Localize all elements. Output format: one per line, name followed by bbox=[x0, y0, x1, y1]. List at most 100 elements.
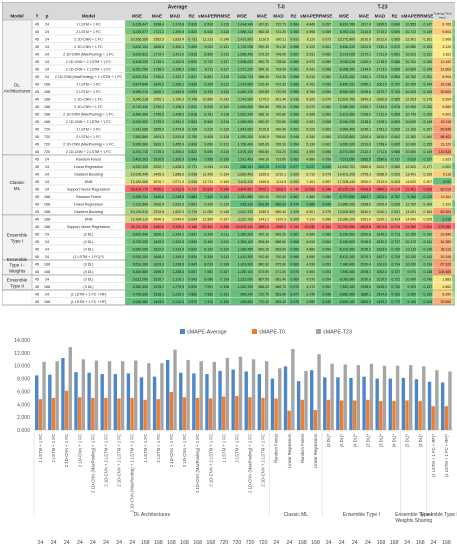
cell-value: 0.164 bbox=[423, 202, 432, 206]
cell-value: 0.045 bbox=[322, 300, 331, 304]
cell-p: 24 bbox=[45, 157, 49, 161]
cell-model: 2 1D-CNN (MaxPooling) + 1 FC bbox=[63, 142, 114, 146]
cell-p: 168 bbox=[44, 195, 50, 199]
cell-p: 168 bbox=[44, 97, 50, 101]
cell-value: 1611.6 bbox=[377, 262, 387, 266]
cell-value: 0.150 bbox=[423, 112, 432, 116]
cell-value: 5.130 bbox=[306, 142, 315, 146]
cell-value: 984.60 bbox=[258, 105, 269, 109]
group-cell bbox=[2, 214, 33, 261]
x-category-label: 2 1D-CNN (MaxPooling) + 1 LSTM + 1 FC bbox=[130, 434, 135, 512]
cell-value: 1,232.0 bbox=[173, 292, 185, 296]
cell-value: 1772.4 bbox=[153, 52, 164, 56]
table-row: 45 168 (3 DL) 5,531,200 1603.3 1,298.6 0.845 8.… bbox=[31, 259, 455, 268]
cell-value: 13,600,800 bbox=[338, 210, 356, 214]
cell-value: 12.660 bbox=[304, 187, 315, 191]
cell-value: 0.565 bbox=[391, 165, 400, 169]
cell-value: 1695.5 bbox=[376, 22, 387, 26]
column-header: sMAPE bbox=[401, 14, 417, 19]
cell-value: 930.11 bbox=[276, 37, 286, 41]
cell-value: 0.176 bbox=[423, 97, 432, 101]
cell-value: 1,345.6 bbox=[173, 90, 185, 94]
cell-value: 10.980 bbox=[405, 45, 416, 49]
x-category-label: 2 1D-CNN + 1 FC bbox=[64, 434, 69, 467]
cell-f: 45 bbox=[35, 82, 39, 86]
bar bbox=[231, 369, 235, 430]
bar bbox=[113, 374, 117, 430]
cell-model: KNN bbox=[85, 217, 93, 221]
cell-value: 1760.0 bbox=[153, 75, 164, 79]
table-row: 45 168 2 LSTM + 1 FC 5,980,210 1660.7 1,345.6… bbox=[31, 87, 455, 96]
cell-value: 0.822 bbox=[188, 150, 197, 154]
cell-value: 0.151 bbox=[423, 75, 432, 79]
cell-value: 0.403 bbox=[391, 180, 400, 184]
column-header: Model bbox=[82, 14, 95, 19]
cell-value: 2162.1 bbox=[360, 75, 371, 79]
cell-p: 168 bbox=[44, 202, 50, 206]
x-p-label: 168 bbox=[390, 540, 399, 546]
cell-f: 45 bbox=[35, 67, 39, 71]
cell-f: 45 bbox=[35, 127, 39, 131]
cell-value: 14.820 bbox=[405, 180, 416, 184]
cell-value: 2158.0 bbox=[360, 112, 371, 116]
cell-value: 0.836 bbox=[188, 82, 197, 86]
cell-value: 14,401,200 bbox=[338, 172, 356, 176]
cell-value: 0.056 bbox=[322, 90, 331, 94]
cell-p: 168 bbox=[44, 82, 50, 86]
cell-value: 5,380,400 bbox=[133, 285, 149, 289]
cell-value: 8.711 bbox=[205, 67, 214, 71]
cell-value: 0.978 bbox=[290, 300, 299, 304]
cell-value: 12,620,701 bbox=[338, 165, 356, 169]
table-row: 45 168 2 1D-CNN (MaxPooling) + 1 FC 6,480,9… bbox=[31, 109, 455, 118]
cell-value: 1,288.3 bbox=[173, 270, 185, 274]
cell-value: 5.031 bbox=[306, 52, 315, 56]
cell-value: 733.80 bbox=[275, 157, 286, 161]
table-row: 45 168 KNN 12,904,110 2640.3 2,044.0 0.644 12.5… bbox=[31, 214, 455, 223]
cell-value: 2551.3 bbox=[258, 225, 269, 229]
cell-value: 10.250 bbox=[405, 232, 416, 236]
cell-value: 1595.0 bbox=[376, 285, 387, 289]
cell-p: 24 bbox=[45, 232, 49, 236]
x-category-label: Linear Regression bbox=[313, 433, 318, 468]
cell-value: 1622.0 bbox=[153, 247, 164, 251]
cell-value: 8.645 bbox=[204, 30, 213, 34]
bar bbox=[186, 359, 190, 430]
cell-value: 2,044.0 bbox=[173, 217, 185, 221]
bar bbox=[251, 359, 256, 430]
cell-value: 1,622,340 bbox=[238, 112, 254, 116]
cell-value: 0.073 bbox=[322, 37, 331, 41]
cell-value: 1,298.6 bbox=[173, 262, 185, 266]
cell-value: 1713.9 bbox=[376, 67, 387, 71]
cell-value: 0.139 bbox=[423, 262, 432, 266]
cell-value: 1100.3 bbox=[276, 217, 286, 221]
cell-value: 6.501 bbox=[306, 210, 315, 214]
column-header-band bbox=[2, 11, 455, 20]
x-p-label: 720 bbox=[220, 540, 229, 546]
cell-value: 0.688 bbox=[391, 150, 400, 154]
cell-value: 0.055 bbox=[322, 195, 331, 199]
cell-value: 19.830 bbox=[202, 187, 213, 191]
bar bbox=[160, 363, 164, 430]
cell-f: 45 bbox=[35, 187, 39, 191]
cell-value: 13.051 bbox=[405, 210, 416, 214]
x-p-label: 24 bbox=[404, 540, 410, 546]
cell-value: 1852.9 bbox=[360, 300, 371, 304]
cell-model: 2 1D-CNN + 1 FC bbox=[74, 45, 103, 49]
cell-value: 10,880,200 bbox=[338, 202, 356, 206]
x-category-label: 2 1D-CNN + 2 LSTM + 1 FC bbox=[261, 434, 266, 487]
table-row: 45 24 (1 LSTM + 1 FC + RF) 4,790,330 1518.2 1… bbox=[31, 289, 455, 298]
cell-value: 0.969 bbox=[290, 247, 299, 251]
bar bbox=[147, 363, 151, 430]
cell-value: 8.690 bbox=[442, 292, 451, 296]
x-p-label: 168 bbox=[311, 540, 320, 546]
bar bbox=[152, 376, 157, 430]
cell-model: Gradient Boosting bbox=[74, 210, 103, 214]
cell-value: 0.969 bbox=[290, 277, 299, 281]
bar bbox=[120, 361, 125, 430]
cell-value: 0.153 bbox=[423, 45, 432, 49]
x-category-label: 2 1D-CNN (MaxPooling) + 1 FC bbox=[195, 434, 200, 493]
cell-value: 1325.6 bbox=[258, 172, 269, 176]
cell-value: 8.330 bbox=[204, 255, 213, 259]
cell-value: 1,322.6 bbox=[173, 240, 185, 244]
cell-value: 0.849 bbox=[188, 285, 197, 289]
